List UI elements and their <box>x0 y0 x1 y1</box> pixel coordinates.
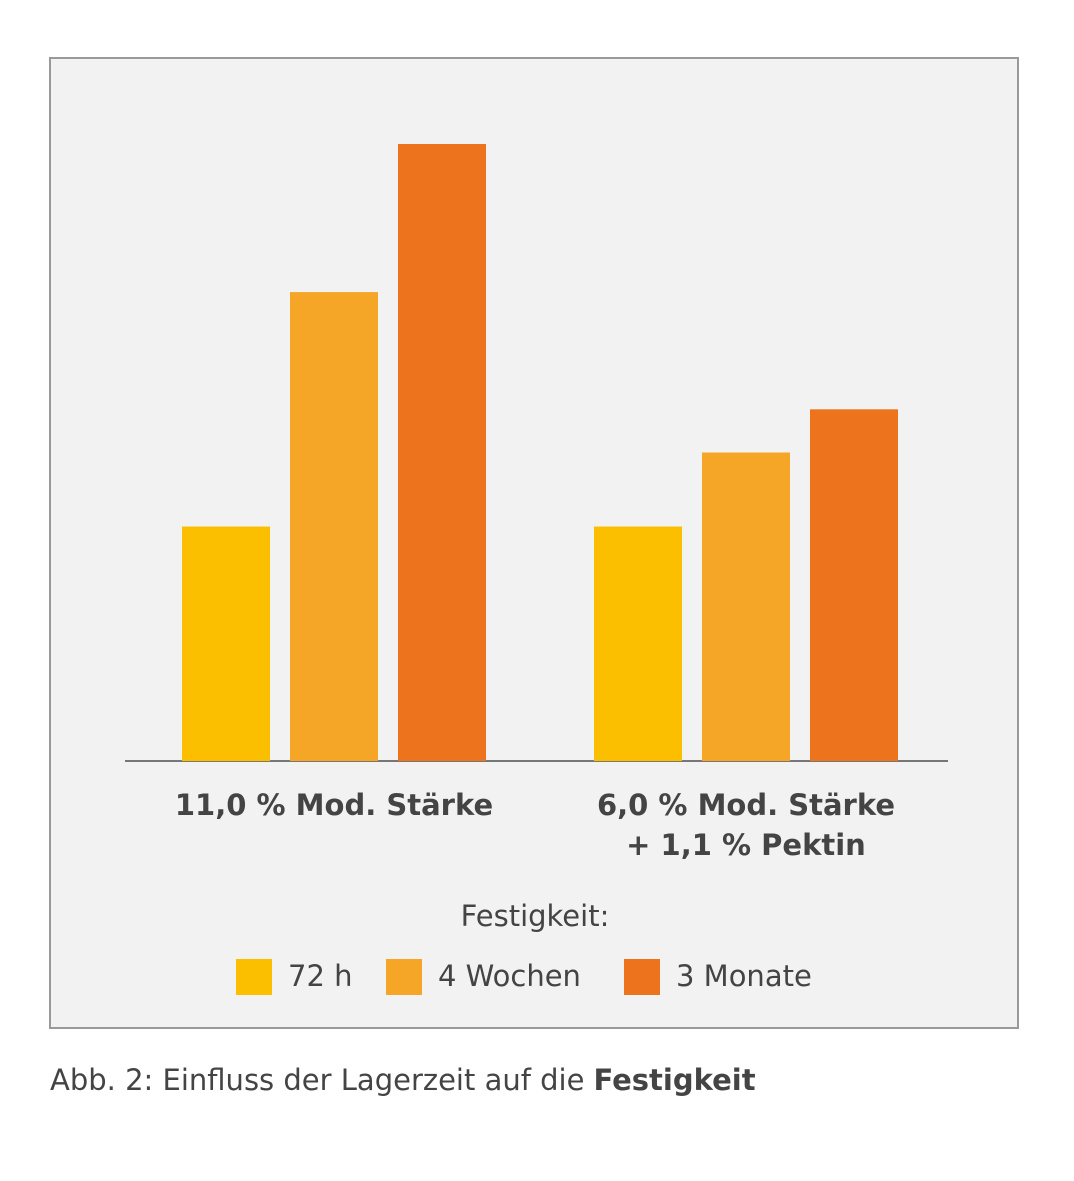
caption-text: Abb. 2: Einfluss der Lagerzeit auf die <box>50 1063 584 1097</box>
bar <box>290 292 378 761</box>
x-tick-label: + 1,1 % Pektin <box>626 828 866 862</box>
bar <box>594 526 682 761</box>
bar <box>398 144 486 761</box>
bar <box>810 409 898 761</box>
legend-swatch <box>624 959 660 995</box>
caption: Abb. 2: Einfluss der Lagerzeit auf die Fe… <box>50 1063 756 1097</box>
legend-label: 3 Monate <box>676 959 812 993</box>
caption-bold: Festigkeit <box>593 1063 755 1097</box>
x-tick-label: 6,0 % Mod. Stärke <box>597 788 895 822</box>
x-tick-label: 11,0 % Mod. Stärke <box>175 788 493 822</box>
legend-title: Festigkeit: <box>461 899 610 933</box>
legend-swatch <box>386 959 422 995</box>
legend-label: 4 Wochen <box>438 959 581 993</box>
bar <box>182 526 270 761</box>
legend-label: 72 h <box>288 959 353 993</box>
bar <box>702 452 790 761</box>
legend-swatch <box>236 959 272 995</box>
